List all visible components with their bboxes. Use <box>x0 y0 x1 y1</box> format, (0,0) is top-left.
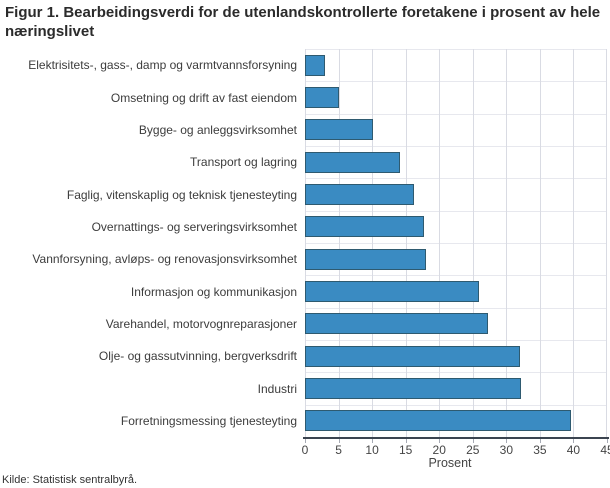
bar <box>305 183 414 205</box>
vertical-gridline <box>305 49 306 437</box>
horizontal-gridline <box>305 178 607 180</box>
vertical-gridline <box>338 49 340 437</box>
bar <box>305 345 520 367</box>
x-tick-label: 30 <box>499 443 513 457</box>
vertical-gridline <box>539 49 541 437</box>
plot-area <box>305 49 607 437</box>
category-label: Faglig, vitenskaplig og teknisk tjeneste… <box>66 187 297 202</box>
bar <box>305 216 425 238</box>
x-tick-label: 10 <box>365 443 379 457</box>
category-label: Forretningsmessing tjenesteyting <box>120 413 297 428</box>
x-tick-label: 25 <box>466 443 480 457</box>
horizontal-gridline <box>305 81 607 83</box>
category-label: Omsetning og drift av fast eiendom <box>110 90 297 105</box>
bar <box>305 248 426 270</box>
vertical-gridline <box>372 49 374 437</box>
horizontal-gridline <box>305 275 607 277</box>
category-label: Industri <box>257 381 297 396</box>
bar <box>305 119 374 141</box>
category-label: Vannforsyning, avløps- og renovasjonsvir… <box>32 252 297 267</box>
bar <box>305 410 571 432</box>
x-axis-title: Prosent <box>428 456 472 470</box>
vertical-gridline <box>506 49 508 437</box>
horizontal-gridline <box>305 307 607 309</box>
x-tick-label: 35 <box>533 443 547 457</box>
category-label: Transport og lagring <box>190 155 297 170</box>
bar <box>305 313 488 335</box>
x-tick-mark <box>305 439 306 443</box>
x-tick-mark <box>405 439 407 443</box>
x-tick-label: 15 <box>398 443 413 457</box>
bar <box>305 377 522 399</box>
x-tick-label: 20 <box>432 443 446 457</box>
category-label: Varehandel, motorvognreparasjoner <box>105 316 297 331</box>
bar <box>305 54 326 76</box>
category-label: Bygge- og anleggsvirksomhet <box>138 122 297 137</box>
horizontal-gridline <box>305 243 607 244</box>
x-tick-mark <box>539 439 541 443</box>
x-tick-mark <box>372 439 374 443</box>
vertical-gridline <box>573 49 575 437</box>
horizontal-gridline <box>305 404 607 406</box>
x-tick-mark <box>472 439 474 443</box>
vertical-gridline <box>472 49 474 437</box>
vertical-gridline <box>439 49 441 437</box>
horizontal-gridline <box>305 372 607 374</box>
x-tick-label: 0 <box>301 443 309 457</box>
vertical-gridline <box>405 49 407 437</box>
category-label: Overnattings- og serveringsvirksomhet <box>91 219 297 234</box>
x-tick-mark <box>607 439 608 443</box>
x-tick-label: 40 <box>566 443 581 457</box>
category-label: Informasjon og kommunikasjon <box>130 284 297 299</box>
x-tick-mark <box>439 439 441 443</box>
horizontal-gridline <box>305 113 607 115</box>
source-note: Kilde: Statistisk sentralbyrå. <box>2 474 138 486</box>
horizontal-gridline <box>305 146 607 147</box>
chart-title: Figur 1. Bearbeidingsverdi for de utenla… <box>5 4 601 40</box>
horizontal-gridline <box>305 49 607 50</box>
x-tick-mark <box>506 439 508 443</box>
bar <box>305 151 400 173</box>
x-tick-mark <box>338 439 340 443</box>
category-label: Olje- og gassutvinning, bergverksdrift <box>98 349 297 364</box>
bar <box>305 86 339 108</box>
x-tick-label: 5 <box>335 443 342 457</box>
horizontal-gridline <box>305 340 607 341</box>
category-label: Elektrisitets-, gass-, damp og varmtvann… <box>28 58 297 73</box>
horizontal-gridline <box>305 210 607 212</box>
x-tick-mark <box>573 439 575 443</box>
x-axis-line <box>303 437 609 439</box>
bar <box>305 280 479 302</box>
x-tick-label: 45 <box>600 443 610 457</box>
vertical-gridline <box>606 49 607 437</box>
